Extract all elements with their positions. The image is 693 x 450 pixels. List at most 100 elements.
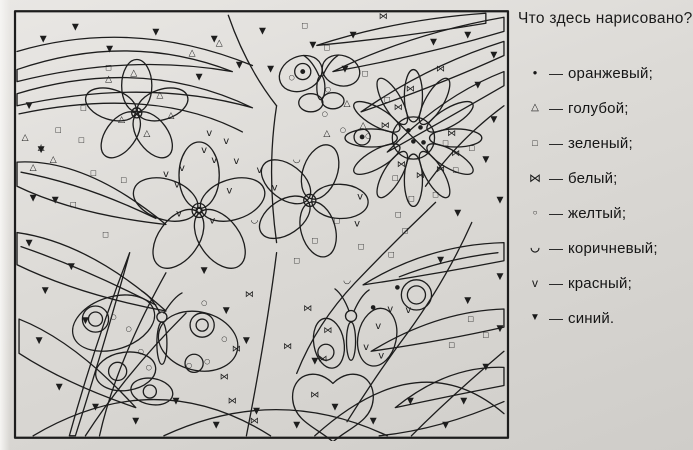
- svg-text:⋈: ⋈: [220, 372, 229, 382]
- svg-text:○: ○: [111, 312, 117, 321]
- svg-text:▼: ▼: [253, 407, 260, 417]
- svg-text:▼: ▼: [72, 22, 79, 32]
- svg-text:△: △: [323, 129, 330, 139]
- v-icon: v: [532, 276, 538, 290]
- svg-text:▼: ▼: [211, 34, 218, 44]
- svg-text:□: □: [90, 168, 97, 177]
- svg-text:▼: ▼: [482, 155, 489, 165]
- svg-text:▼: ▼: [42, 286, 49, 296]
- svg-text:◡: ◡: [251, 215, 259, 225]
- svg-text:v: v: [209, 215, 215, 226]
- svg-text:▼: ▼: [38, 145, 45, 155]
- svg-text:▼: ▼: [370, 417, 377, 427]
- svg-text:⋈: ⋈: [283, 342, 292, 352]
- color-label-yellow: желтый;: [568, 204, 627, 222]
- svg-text:□: □: [293, 256, 300, 265]
- legend-dash: —: [549, 310, 563, 326]
- circle-icon: ○: [532, 208, 538, 217]
- legend-dash: —: [549, 205, 563, 221]
- svg-text:▼: ▼: [52, 195, 59, 205]
- legend-item-yellow: ○ — желтый;: [518, 202, 690, 224]
- picture-frame: [13, 10, 510, 439]
- legend-dash: —: [549, 100, 563, 116]
- coloring-picture-art: ▼ ▼ ▼ ▼ ▼ ▼ ▼ ▼ ▼ ▼ ▼ ▼ ▼ ▼ ▼ ▼ ▼ ▼ ▼ ▼ ▼ ▼ ▼ ▼ ▼ ▼ ▼ ▼ ▼ ▼ ▼ ▼ ▼ ▼ ▼ ▼ ▼ ▼ ▼ ▼…: [13, 10, 510, 441]
- square-icon: □: [532, 137, 538, 148]
- svg-text:△: △: [50, 155, 57, 165]
- svg-text:△: △: [344, 99, 351, 109]
- svg-text:▼: ▼: [490, 115, 497, 125]
- svg-text:⋈: ⋈: [245, 290, 254, 300]
- svg-text:⋈: ⋈: [436, 65, 445, 75]
- coloring-picture: ▼ ▼ ▼ ▼ ▼ ▼ ▼ ▼ ▼ ▼ ▼ ▼ ▼ ▼ ▼ ▼ ▼ ▼ ▼ ▼ ▼ ▼ ▼ ▼ ▼ ▼ ▼ ▼ ▼ ▼ ▼ ▼ ▼ ▼ ▼ ▼ ▼ ▼ ▼ ▼…: [13, 8, 510, 441]
- svg-text:▼: ▼: [40, 34, 47, 44]
- svg-text:□: □: [70, 199, 77, 208]
- butterfly-bottom-left: [71, 290, 239, 406]
- legend-title: Что здесь нарисовано?: [518, 10, 693, 27]
- svg-text:▼: ▼: [106, 44, 113, 54]
- svg-text:v: v: [363, 342, 369, 353]
- svg-text:◡: ◡: [343, 276, 351, 286]
- svg-text:△: △: [130, 69, 137, 79]
- svg-text:▼: ▼: [454, 208, 461, 218]
- svg-text:●: ●: [371, 304, 376, 311]
- svg-text:▼: ▼: [311, 356, 318, 366]
- daisy-flower: [344, 68, 483, 208]
- svg-text:⋈: ⋈: [451, 149, 460, 159]
- butterfly-bottom-middle: [312, 279, 433, 369]
- svg-text:□: □: [388, 250, 395, 259]
- svg-text:▼: ▼: [342, 65, 349, 75]
- svg-text:▼: ▼: [236, 61, 243, 71]
- svg-text:▼: ▼: [36, 336, 43, 346]
- heart-leaf: [292, 373, 374, 441]
- color-label-lightblue: голубой;: [568, 99, 629, 117]
- svg-text:▼: ▼: [152, 27, 159, 37]
- svg-text:▼: ▼: [267, 65, 274, 75]
- svg-text:□: □: [402, 226, 409, 235]
- legend-dash: —: [549, 135, 563, 151]
- svg-text:▼: ▼: [92, 403, 99, 413]
- svg-text:v: v: [387, 304, 393, 315]
- svg-text:○: ○: [138, 346, 144, 355]
- svg-text:○: ○: [365, 131, 371, 140]
- svg-text:v: v: [179, 163, 185, 174]
- svg-text:▼: ▼: [82, 316, 89, 326]
- svg-text:○: ○: [201, 298, 207, 307]
- svg-text:□: □: [468, 143, 475, 152]
- svg-text:▼: ▼: [293, 421, 300, 431]
- svg-text:△: △: [105, 75, 112, 85]
- triangle-open-icon: △: [531, 102, 539, 113]
- svg-text:▼: ▼: [196, 73, 203, 83]
- svg-text:□: □: [448, 340, 455, 349]
- svg-text:□: □: [483, 330, 490, 339]
- svg-text:v: v: [206, 128, 212, 139]
- legend-dash: —: [549, 65, 563, 81]
- svg-text:□: □: [105, 63, 112, 72]
- svg-text:▼: ▼: [243, 336, 250, 346]
- svg-text:□: □: [408, 193, 415, 202]
- legend-item-green: □ — зеленый;: [518, 132, 690, 154]
- legend-list: ● — оранжевый; △ — голубой; □ — зеленый;…: [518, 62, 690, 329]
- svg-text:○: ○: [186, 360, 192, 369]
- svg-text:v: v: [357, 191, 363, 202]
- svg-text:□: □: [442, 138, 449, 147]
- legend-item-lightblue: △ — голубой;: [518, 97, 690, 119]
- svg-text:v: v: [201, 145, 207, 156]
- svg-text:⋈: ⋈: [397, 160, 406, 170]
- svg-text:△: △: [118, 115, 125, 125]
- legend-panel: Что здесь нарисовано? ● — оранжевый; △ —…: [518, 10, 693, 342]
- butterfly-top: [278, 54, 371, 146]
- svg-text:▼: ▼: [490, 50, 497, 60]
- symbol-markers: ▼ ▼ ▼ ▼ ▼ ▼ ▼ ▼ ▼ ▼ ▼ ▼ ▼ ▼ ▼ ▼ ▼ ▼ ▼ ▼ ▼ ▼ ▼ ▼ ▼ ▼ ▼ ▼ ▼ ▼ ▼ ▼ ▼ ▼ ▼ ▼ ▼ ▼ ▼ ▼…: [22, 12, 504, 430]
- svg-text:□: □: [102, 230, 109, 239]
- svg-text:⋈: ⋈: [310, 391, 319, 401]
- svg-text:▼: ▼: [482, 362, 489, 372]
- flower-center-left: [132, 141, 266, 269]
- legend-dash: —: [549, 275, 563, 291]
- svg-text:○: ○: [340, 125, 346, 134]
- svg-text:▼: ▼: [213, 421, 220, 431]
- color-label-red: красный;: [568, 274, 632, 292]
- svg-text:□: □: [55, 125, 62, 134]
- svg-text:□: □: [311, 236, 318, 245]
- svg-text:▼: ▼: [331, 403, 338, 413]
- svg-text:v: v: [378, 350, 384, 361]
